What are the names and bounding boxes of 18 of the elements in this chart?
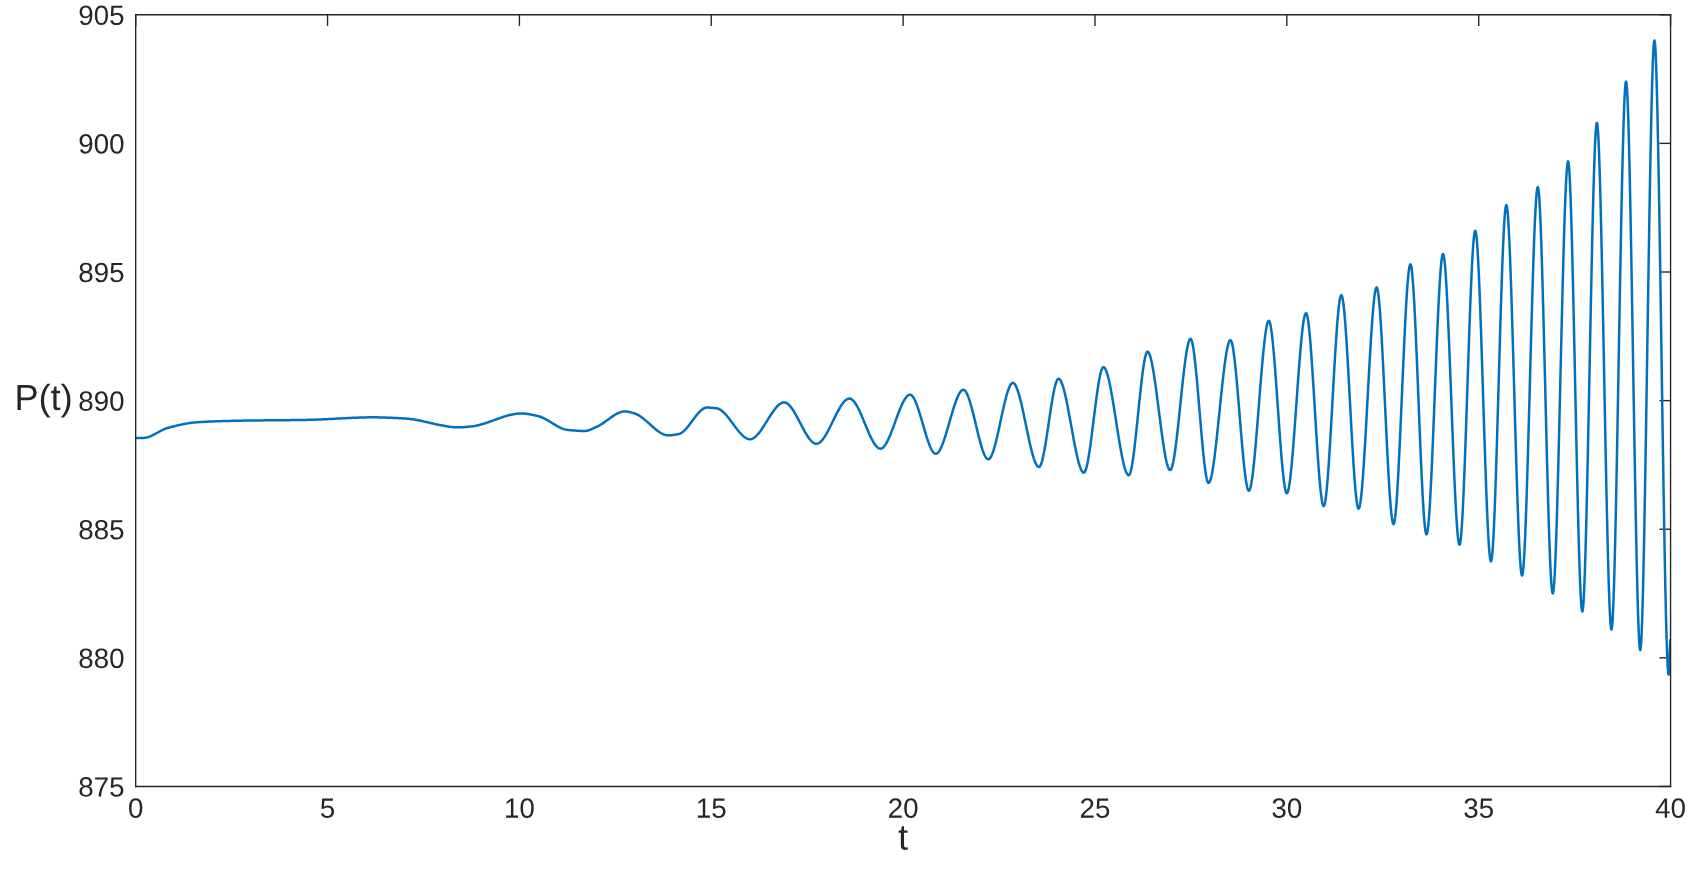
x-tick-label: 30 — [1272, 798, 1302, 818]
y-tick-label: 880 — [79, 648, 124, 669]
y-tick-label: 875 — [79, 777, 124, 797]
y-tick-label: 885 — [79, 519, 124, 540]
x-tick-label: 5 — [320, 798, 335, 818]
x-axis-title: t — [898, 826, 908, 850]
x-tick-label: 40 — [1655, 798, 1685, 818]
y-tick-label: 905 — [79, 5, 124, 26]
x-tick-label: 0 — [129, 798, 143, 818]
y-tick-label: 895 — [79, 262, 124, 283]
y-tick-label: 890 — [79, 391, 124, 411]
x-tick-label: 20 — [889, 798, 918, 818]
x-tick-label: 10 — [506, 798, 534, 818]
y-tick-label: 900 — [79, 134, 124, 154]
x-tick-label: 35 — [1464, 798, 1493, 818]
x-tick-label: 15 — [697, 798, 726, 818]
y-axis-title: P(t) — [17, 383, 71, 418]
x-tick-label: 25 — [1080, 798, 1110, 818]
